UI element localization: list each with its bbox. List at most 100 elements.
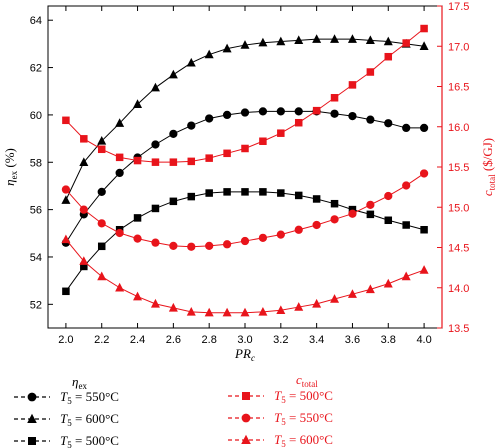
y-left-tick-label: 64 [30,15,42,27]
data-point-circle [330,215,339,224]
data-point-circle [419,123,429,133]
data-point-square [187,192,196,201]
legend-entry-c-circle: T5 = 550°C [228,410,333,427]
data-point-circle [294,225,303,234]
data-point-square [223,188,231,196]
data-point-triangle [419,265,429,274]
legend-entry-eta-triangle: T5 = 600°C [14,411,119,428]
data-point-circle [312,220,321,230]
data-point-square [115,153,124,162]
x-axis-title: PRc [234,346,255,363]
data-point-triangle [365,35,375,45]
data-point-triangle [115,118,125,127]
data-point-triangle [294,302,304,311]
data-point-circle [169,241,178,251]
y-right-tick-label: 14.5 [448,243,469,255]
legend-label: T5 = 600°C [60,411,119,428]
series-line [65,110,425,244]
data-point-triangle [115,282,125,292]
legend-label: T5 = 550°C [274,410,333,427]
legend-title-eta: ηex [72,374,87,391]
data-point-square [133,214,142,222]
data-point-circle [79,205,88,214]
x-tick-label: 2.6 [166,334,181,346]
data-point-triangle [419,41,429,50]
data-point-square [259,188,267,196]
legend-marker-circle [241,413,251,423]
y-left-tick-label: 62 [30,63,42,75]
data-point-triangle [133,99,143,108]
data-point-triangle [97,136,107,145]
data-point-triangle [258,306,268,316]
data-point-circle [348,111,357,121]
legend-entry-eta-square: T5 = 500°C [14,433,119,448]
data-point-square [294,118,303,127]
data-point-circle [402,181,411,190]
data-point-square [312,195,321,203]
data-point-triangle [240,307,250,317]
data-point-triangle [312,34,322,43]
series-c-circle [61,169,429,251]
data-point-triangle [258,37,268,47]
data-point-square [402,39,410,47]
data-point-triangle [186,57,196,67]
data-point-square [169,197,178,206]
data-point-circle [258,233,268,242]
y-right-tick-label: 16.0 [448,122,469,134]
data-point-circle [240,236,250,246]
data-point-square [62,116,70,125]
data-point-square [259,137,267,145]
data-point-circle [169,129,178,138]
data-point-square [294,191,303,200]
data-point-square [187,157,196,166]
data-point-square [366,68,375,76]
data-point-circle [276,230,285,239]
data-point-triangle [186,306,196,316]
y-left-tick-label: 54 [30,252,42,264]
data-point-square [330,199,339,208]
data-point-square [205,154,213,162]
series-c-square [62,24,428,166]
x-tick-label: 4.0 [416,334,431,346]
legend-label: T5 = 500°C [274,388,333,405]
data-point-circle [240,108,250,117]
data-point-triangle [365,284,375,294]
y-left-tick-label: 58 [30,157,42,169]
data-point-triangle [204,49,214,59]
data-point-circle [330,109,339,118]
data-point-triangle [276,305,286,315]
data-point-triangle [294,35,304,45]
data-point-triangle [347,289,357,298]
data-point-circle [151,140,160,149]
data-point-triangle [133,291,143,301]
data-point-square [420,225,428,234]
x-tick-label: 2.0 [58,334,73,346]
y-right-tick-label: 17.0 [448,41,469,53]
y-left-tick-label: 56 [30,205,42,217]
data-point-triangle [312,298,322,308]
data-point-circle [222,110,232,120]
data-point-square [277,129,285,137]
data-point-square [241,188,249,196]
legend-marker-square [242,392,250,400]
data-point-triangle [79,256,89,265]
x-tick-label: 2.2 [94,334,109,346]
data-point-square [97,145,106,154]
data-point-square [241,144,249,153]
y-right-axis-title: ctotal ($/GJ) [480,138,497,196]
y-left-tick-label: 60 [30,110,42,122]
data-point-circle [294,107,303,116]
data-point-square [277,189,285,197]
data-point-square [348,81,357,89]
data-point-circle [187,242,196,251]
data-point-triangle [168,302,178,312]
data-point-circle [205,241,214,251]
data-point-circle [258,107,268,116]
data-point-circle [133,234,142,243]
x-tick-label: 3.8 [381,334,396,346]
legend-label: T5 = 500°C [60,433,119,448]
data-point-square [384,216,393,225]
y-right-tick-label: 15.0 [448,202,469,214]
series-c-triangle [61,234,429,317]
